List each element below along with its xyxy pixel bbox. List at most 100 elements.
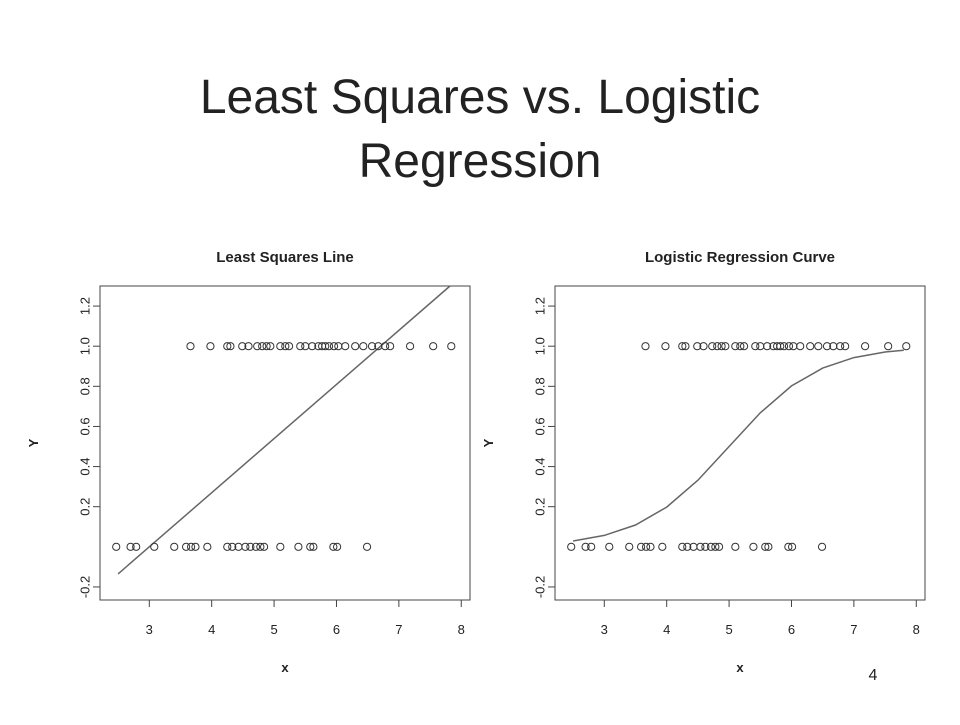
data-point: [296, 342, 305, 351]
data-point: [717, 342, 726, 351]
data-point: [731, 342, 740, 351]
data-point: [902, 342, 911, 351]
data-point: [706, 542, 716, 551]
chart: Least Squares Line 3 4 5 6 7 8 -0.2 0.2 0.4 0.6 0.8…: [26, 249, 471, 675]
data-point: [266, 342, 275, 351]
data-point: [256, 542, 265, 551]
data-point: [784, 342, 794, 351]
data-point: [884, 342, 893, 351]
data-point: [321, 342, 330, 351]
data-point: [226, 342, 235, 351]
data-point: [736, 342, 745, 351]
data-point: [776, 342, 785, 351]
data-point: [186, 542, 196, 551]
data-point: [253, 342, 262, 351]
page-number: 4: [869, 667, 878, 684]
data-point: [751, 342, 760, 351]
data-point: [191, 542, 200, 551]
data-point: [721, 342, 730, 351]
data-point: [262, 342, 271, 351]
data-point: [276, 342, 285, 351]
y-tick-label: -0.2: [532, 576, 547, 598]
y-tick-label: 0.8: [532, 377, 547, 395]
data-point: [351, 342, 360, 351]
data-point: [861, 342, 870, 351]
data-point: [309, 542, 318, 551]
data-point: [294, 542, 303, 551]
plot-frame: [554, 285, 926, 601]
y-axis-label: Y: [481, 438, 496, 447]
data-point: [637, 542, 646, 551]
data-point: [182, 542, 191, 551]
data-point: [836, 342, 845, 351]
data-point: [605, 542, 614, 551]
data-point: [251, 542, 261, 551]
y-tick-label: 0.6: [77, 417, 92, 435]
chart-title: Least Squares Line: [216, 249, 354, 266]
y-tick-label: 0.4: [77, 458, 92, 476]
data-point: [329, 342, 339, 351]
data-point: [693, 342, 702, 351]
y-tick-label: 1.2: [77, 297, 92, 315]
data-point: [329, 542, 338, 551]
data-point: [223, 542, 232, 551]
y-tick-label: 0.2: [532, 498, 547, 516]
data-point: [223, 342, 232, 351]
data-point: [281, 342, 290, 351]
data-point: [359, 342, 368, 351]
data-point: [711, 542, 720, 551]
x-tick-label: 8: [913, 622, 920, 637]
data-point: [661, 342, 670, 351]
data-point: [367, 342, 377, 351]
y-tick-label: 0.8: [77, 377, 92, 395]
x-tick-label: 5: [725, 622, 732, 637]
y-tick-label: 1.0: [77, 337, 92, 355]
data-point: [749, 542, 758, 551]
data-point: [246, 542, 255, 551]
data-point: [186, 342, 195, 351]
data-point: [683, 542, 692, 551]
chart: Logistic Regression Curve 3 4 5 6 7 8 -0.2 0.2 0.…: [481, 249, 926, 675]
data-point: [284, 342, 294, 351]
data-point: [678, 342, 687, 351]
data-point: [567, 542, 576, 551]
data-point: [341, 342, 350, 351]
x-tick-label: 6: [788, 622, 795, 637]
data-point: [646, 542, 655, 551]
data-point: [203, 542, 212, 551]
data-point: [678, 542, 687, 551]
data-point: [764, 542, 773, 551]
y-tick-label: 0.6: [532, 417, 547, 435]
data-point: [641, 342, 650, 351]
x-tick-label: 8: [458, 622, 465, 637]
data-point: [381, 342, 390, 351]
data-point: [739, 342, 749, 351]
x-tick-label: 4: [208, 622, 215, 637]
data-point: [447, 342, 456, 351]
data-point: [244, 342, 253, 351]
data-point: [731, 542, 740, 551]
data-point: [206, 342, 215, 351]
data-point: [625, 542, 634, 551]
x-tick-label: 3: [146, 622, 153, 637]
y-tick-label: 0.2: [77, 498, 92, 516]
data-point: [658, 542, 667, 551]
data-point: [581, 542, 590, 551]
data-point: [132, 542, 141, 551]
x-axis-label: x: [736, 660, 744, 675]
data-point: [258, 342, 267, 351]
data-point: [714, 542, 724, 551]
data-point: [308, 342, 317, 351]
data-point: [701, 542, 710, 551]
data-point: [238, 342, 247, 351]
x-tick-label: 7: [395, 622, 402, 637]
x-tick-label: 7: [850, 622, 857, 637]
data-point: [150, 542, 159, 551]
data-point: [406, 342, 415, 351]
data-point: [170, 542, 179, 551]
data-point: [699, 342, 708, 351]
y-tick-label: -0.2: [77, 576, 92, 598]
data-point: [681, 342, 690, 351]
y-tick-label: 0.4: [532, 458, 547, 476]
